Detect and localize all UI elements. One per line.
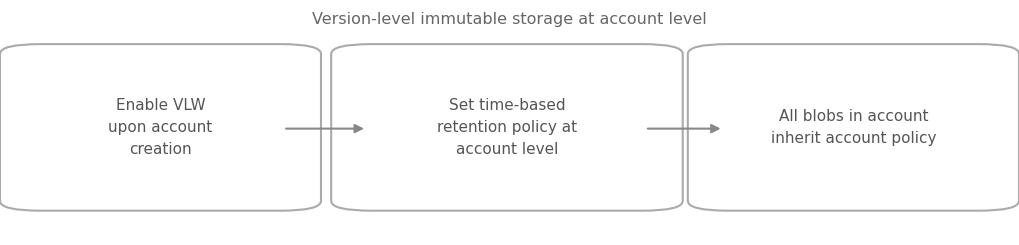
- Text: Version-level immutable storage at account level: Version-level immutable storage at accou…: [312, 12, 707, 27]
- FancyBboxPatch shape: [688, 44, 1019, 211]
- FancyBboxPatch shape: [0, 44, 321, 211]
- Text: Enable VLW
upon account
creation: Enable VLW upon account creation: [108, 98, 213, 157]
- Text: All blobs in account
inherit account policy: All blobs in account inherit account pol…: [770, 109, 936, 146]
- Text: Set time-based
retention policy at
account level: Set time-based retention policy at accou…: [437, 98, 577, 157]
- FancyBboxPatch shape: [331, 44, 683, 211]
